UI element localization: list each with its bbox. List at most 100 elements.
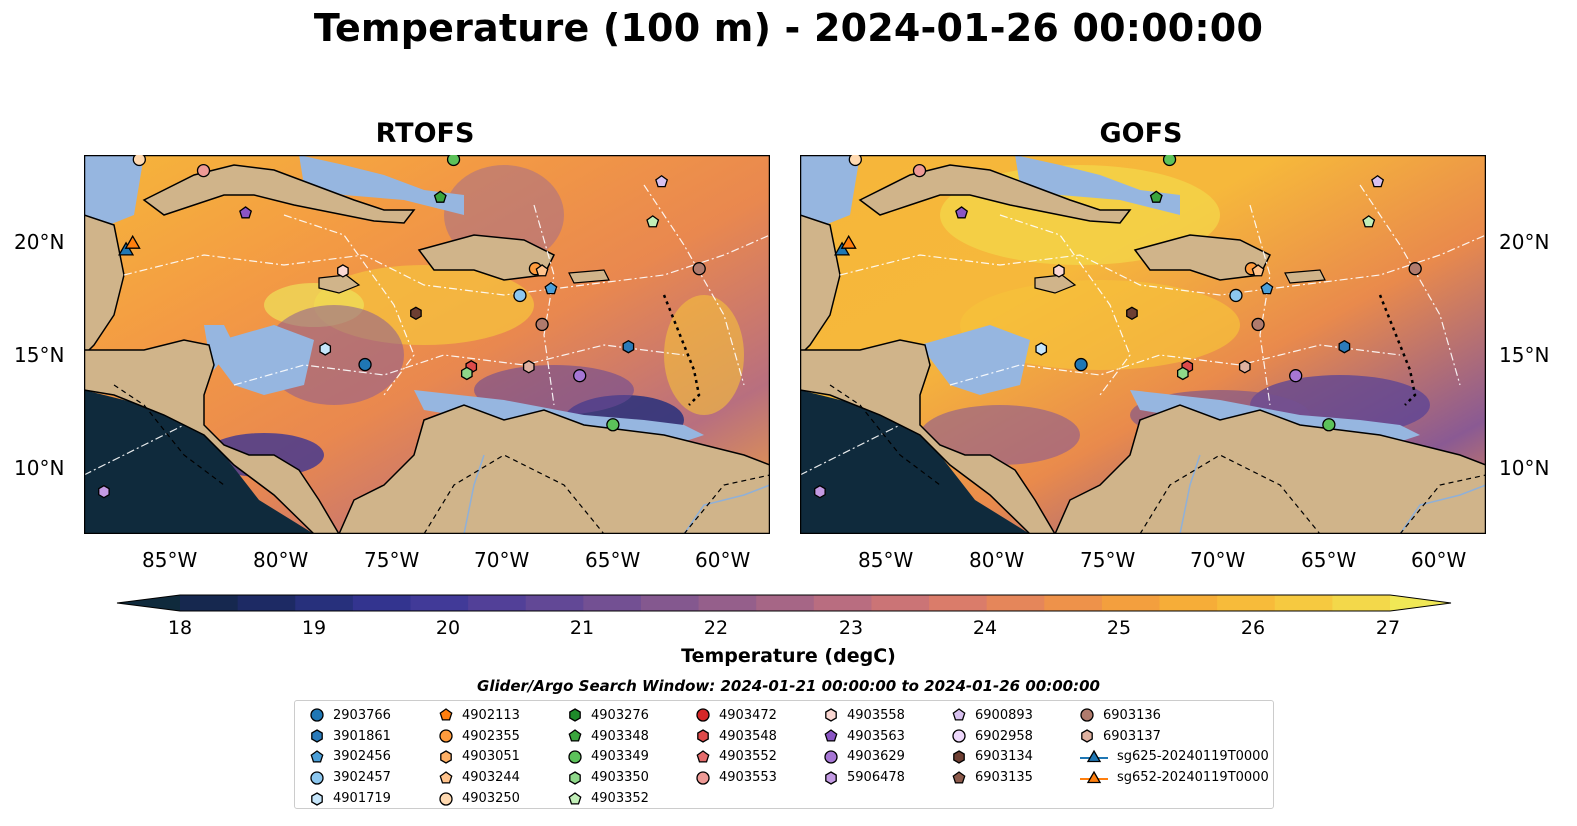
argo-float-marker bbox=[692, 262, 706, 276]
colorbar-segment bbox=[1332, 595, 1391, 611]
glider-marker bbox=[840, 234, 857, 249]
legend-marker-icon bbox=[568, 729, 582, 742]
y-tick-20n-left: 20°N bbox=[14, 230, 65, 254]
argo-float-marker bbox=[522, 360, 535, 374]
legend-marker-icon bbox=[1081, 729, 1093, 743]
colorbar-segment bbox=[986, 595, 1045, 611]
legend-marker-icon bbox=[952, 708, 966, 721]
legend-marker-icon bbox=[440, 750, 452, 764]
argo-float-marker bbox=[1035, 342, 1048, 356]
legend-item: 4903629 bbox=[823, 747, 905, 768]
argo-float-marker bbox=[319, 342, 332, 356]
figure-title: Temperature (100 m) - 2024-01-26 00:00:0… bbox=[313, 6, 1264, 50]
legend-label: 4903349 bbox=[591, 749, 649, 765]
legend-item: 5906478 bbox=[823, 767, 905, 788]
legend-label: 4903553 bbox=[719, 770, 777, 786]
argo-float-marker bbox=[535, 264, 549, 277]
south-america-land bbox=[338, 404, 770, 534]
legend-item: 3901861 bbox=[309, 726, 391, 747]
x-tick-85w-left: 85°W bbox=[142, 548, 198, 572]
legend-label: 4903558 bbox=[847, 707, 905, 723]
legend-label: 4903352 bbox=[591, 791, 649, 807]
argo-float-marker bbox=[1053, 264, 1065, 278]
legend-item: 4903348 bbox=[567, 726, 649, 747]
legend-marker-icon bbox=[1080, 749, 1108, 763]
argo-float-marker bbox=[912, 163, 927, 178]
cuba-land bbox=[142, 164, 416, 224]
argo-float-marker bbox=[1162, 155, 1177, 167]
y-tick-10n-right: 10°N bbox=[1499, 456, 1550, 480]
legend-marker-icon bbox=[439, 791, 453, 806]
legend-item: 4903250 bbox=[438, 788, 520, 809]
argo-float-marker bbox=[1289, 369, 1303, 383]
cool-patch bbox=[920, 405, 1080, 465]
legend-item: 4903472 bbox=[695, 705, 777, 726]
legend-label: 5906478 bbox=[847, 770, 905, 786]
legend-label: 6902958 bbox=[975, 728, 1033, 744]
legend-label: sg625-20240119T0000 bbox=[1117, 749, 1269, 765]
argo-float-marker bbox=[955, 206, 969, 219]
legend-item: 4903553 bbox=[695, 767, 777, 788]
colorbar-segment bbox=[295, 595, 354, 611]
legend-item: 6900893 bbox=[951, 705, 1033, 726]
cb-tick-26: 26 bbox=[1240, 617, 1266, 639]
argo-float-marker bbox=[239, 206, 253, 219]
argo-float-marker bbox=[1126, 306, 1138, 321]
legend-item: sg652-20240119T0000 bbox=[1079, 767, 1269, 788]
argo-float-marker bbox=[513, 288, 527, 303]
legend-label: 4903350 bbox=[591, 770, 649, 786]
legend-item: 4903352 bbox=[567, 788, 649, 809]
puerto-rico-land bbox=[568, 269, 610, 284]
legend-item: 4903276 bbox=[567, 705, 649, 726]
panel-title-gofs: GOFS bbox=[1099, 118, 1183, 149]
legend-marker-icon bbox=[696, 708, 710, 723]
legend-label: 4903051 bbox=[462, 749, 520, 765]
glider-marker bbox=[117, 241, 135, 256]
legend-item: 4903349 bbox=[567, 747, 649, 768]
x-tick-80w-right: 80°W bbox=[969, 548, 1025, 572]
legend-item: 4903563 bbox=[823, 726, 905, 747]
legend-marker-icon bbox=[310, 771, 324, 785]
pacific-ocean bbox=[84, 390, 314, 534]
x-tick-85w-right: 85°W bbox=[858, 548, 914, 572]
argo-float-marker bbox=[1176, 366, 1189, 381]
legend-label: 3902456 bbox=[333, 749, 391, 765]
argo-float-marker bbox=[1238, 360, 1251, 374]
legend-title: Glider/Argo Search Window: 2024-01-21 00… bbox=[477, 677, 1100, 695]
legend-marker-icon bbox=[310, 708, 324, 723]
cb-tick-23: 23 bbox=[838, 617, 864, 639]
rtofs-map bbox=[84, 155, 770, 534]
colorbar-label: Temperature (degC) bbox=[681, 645, 896, 667]
legend-column: 4902113 4902355 4903051 4903244 4903250 bbox=[438, 705, 520, 809]
legend-marker-icon bbox=[1080, 708, 1094, 723]
x-tick-70w-left: 70°W bbox=[474, 548, 530, 572]
legend-item: 6902958 bbox=[951, 726, 1033, 747]
south-america-land bbox=[1054, 404, 1486, 534]
colorbar-segment bbox=[1217, 595, 1276, 611]
argo-float-marker bbox=[1251, 317, 1265, 332]
legend-label: 4903548 bbox=[719, 728, 777, 744]
legend-item: 4903558 bbox=[823, 705, 905, 726]
legend-marker-icon bbox=[568, 750, 582, 764]
cb-tick-25: 25 bbox=[1106, 617, 1132, 639]
legend-column: 4903472 4903548 4903552 4903553 bbox=[695, 705, 777, 788]
central-america-land bbox=[84, 339, 340, 534]
x-tick-65w-left: 65°W bbox=[585, 548, 641, 572]
legend-item: 6903135 bbox=[951, 767, 1033, 788]
colorbar-segment bbox=[180, 595, 239, 611]
legend: 2903766 3901861 3902456 3902457 4901719 49021… bbox=[294, 700, 1274, 809]
legend-label: 2903766 bbox=[333, 707, 391, 723]
legend-column: 2903766 3901861 3902456 3902457 4901719 bbox=[309, 705, 391, 809]
argo-float-marker bbox=[1074, 357, 1088, 372]
warm-patch bbox=[664, 295, 744, 415]
legend-marker-icon bbox=[953, 750, 965, 764]
legend-item: 4902113 bbox=[438, 705, 520, 726]
colorbar-segment bbox=[1274, 595, 1333, 611]
argo-float-marker bbox=[1371, 174, 1385, 188]
legend-marker-icon bbox=[311, 729, 323, 743]
colorbar-segment bbox=[929, 595, 988, 611]
legend-marker-icon bbox=[825, 708, 837, 723]
legend-marker-icon bbox=[311, 791, 323, 806]
colorbar-segment bbox=[410, 595, 469, 611]
legend-label: 6900893 bbox=[975, 707, 1033, 723]
